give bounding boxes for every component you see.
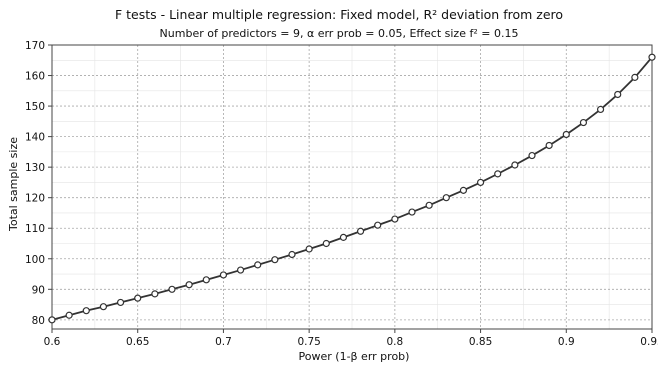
y-axis-label: Total sample size [7,137,20,232]
data-point [134,294,142,302]
data-point [219,271,228,279]
data-point [579,118,588,127]
y-tick-label: 160 [25,71,45,83]
data-point [545,141,553,150]
data-point [648,53,656,61]
x-tick-label: 0.9 [558,336,575,348]
data-point [185,281,193,289]
data-point [442,194,450,202]
minor-grid [52,45,652,329]
y-tick-label: 80 [32,315,45,327]
data-point [254,261,262,269]
data-point [374,221,382,229]
data-point [494,170,502,178]
data-point [356,227,365,235]
chart-subtitle: Number of predictors = 9, α err prob = 0… [160,27,519,40]
data-point [99,303,108,311]
data-point [168,285,176,293]
data-point [339,233,348,241]
data-point [614,90,622,99]
y-axis-ticks: 80 90 100 110 120 130 140 150 160 170 [25,40,52,327]
x-tick-label: 0.95 [640,336,658,348]
x-axis-ticks: 0.6 0.65 0.7 0.75 0.8 0.85 0.9 0.95 [44,329,658,348]
data-point [271,256,279,264]
x-tick-label: 0.7 [215,336,232,348]
data-point [236,266,245,274]
data-point [596,105,605,114]
x-tick-label: 0.75 [297,336,320,348]
data-point [459,186,468,194]
x-tick-label: 0.6 [44,336,61,348]
chart-title: F tests - Linear multiple regression: Fi… [115,7,563,22]
data-point [528,151,536,160]
plot-frame [51,44,653,330]
data-point [476,178,485,187]
y-tick-label: 170 [25,40,45,52]
data-point [322,239,330,248]
data-point [288,250,296,259]
data-point [65,311,73,319]
data-points [48,53,656,324]
data-point [391,215,399,223]
data-point [305,245,313,253]
y-tick-label: 110 [25,223,45,235]
x-tick-label: 0.8 [387,336,404,348]
x-tick-label: 0.85 [469,336,492,348]
y-tick-label: 90 [32,284,45,296]
data-point [48,316,56,324]
y-tick-label: 130 [25,162,45,174]
data-point [151,290,159,298]
data-point [562,130,570,139]
data-point [425,201,433,209]
data-point [82,307,90,315]
x-axis-label: Power (1-β err prob) [299,350,410,363]
y-tick-label: 150 [25,101,45,113]
y-tick-label: 120 [25,193,45,205]
y-tick-label: 140 [25,132,45,144]
data-point [631,73,639,81]
data-point [202,276,210,284]
data-point [511,161,519,169]
data-point [116,298,125,307]
data-point [408,208,416,216]
x-tick-label: 0.65 [126,336,149,348]
y-tick-label: 100 [25,254,45,266]
